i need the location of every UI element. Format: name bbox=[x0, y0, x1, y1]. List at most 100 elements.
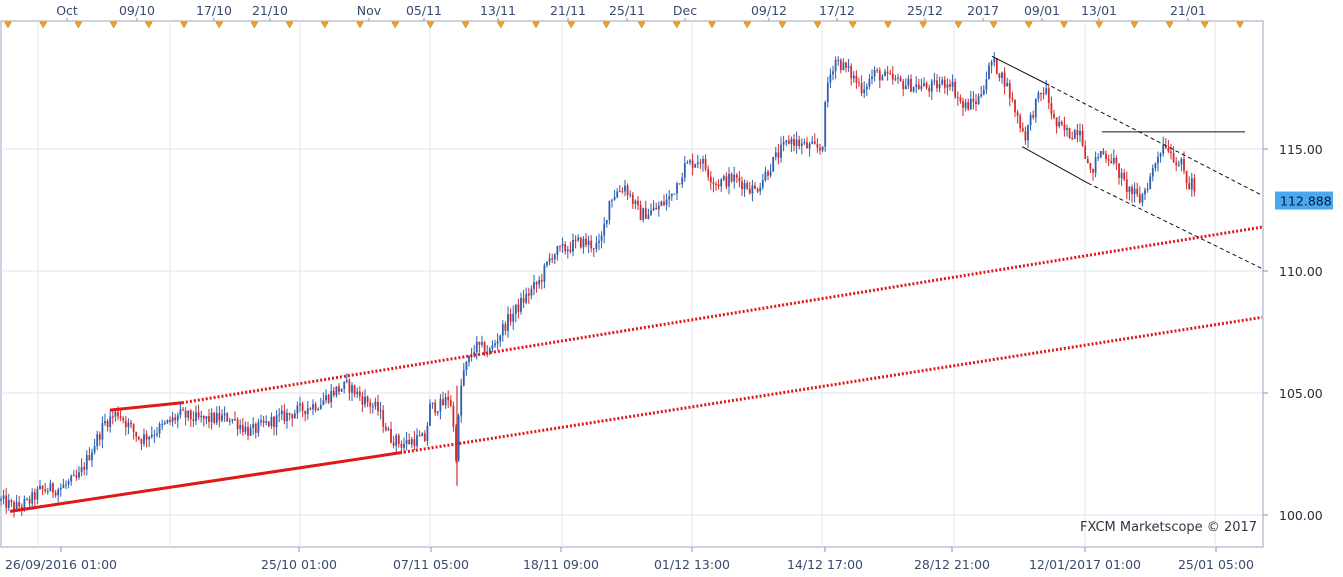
candle-body bbox=[483, 342, 486, 355]
candle-body bbox=[314, 404, 317, 411]
candle-body bbox=[899, 77, 902, 81]
candle bbox=[475, 336, 478, 360]
candle-body bbox=[1094, 157, 1097, 173]
candle bbox=[525, 287, 528, 305]
candle-body bbox=[902, 80, 905, 90]
candle-body bbox=[241, 424, 244, 432]
candle-body bbox=[626, 185, 629, 196]
candle bbox=[904, 78, 907, 90]
event-marker-icon bbox=[1024, 21, 1033, 29]
candle bbox=[80, 458, 83, 477]
candle-body bbox=[933, 80, 936, 82]
candle-body bbox=[540, 279, 543, 282]
candle-body bbox=[351, 385, 353, 393]
candle-body bbox=[538, 279, 541, 285]
candle bbox=[353, 384, 356, 398]
candle bbox=[98, 431, 101, 446]
candle bbox=[223, 406, 226, 422]
candle-body bbox=[746, 183, 749, 189]
candle-body bbox=[878, 70, 881, 81]
candle-body bbox=[808, 143, 811, 149]
candle bbox=[421, 432, 424, 437]
bottom-axis-label: 18/11 09:00 bbox=[523, 557, 599, 572]
candle-body bbox=[286, 412, 288, 422]
candle bbox=[496, 333, 499, 350]
candle-body bbox=[689, 160, 691, 163]
candle-body bbox=[990, 61, 993, 66]
top-axis-label: Nov bbox=[357, 3, 382, 18]
candle-body bbox=[936, 80, 938, 89]
candle-body bbox=[1170, 151, 1172, 154]
candle bbox=[1014, 99, 1016, 117]
candle bbox=[972, 91, 975, 110]
candle bbox=[590, 235, 593, 253]
candle-body bbox=[605, 219, 608, 224]
candle bbox=[88, 447, 91, 461]
black-trendline-3 bbox=[1087, 182, 1263, 270]
candle-body bbox=[496, 341, 499, 344]
event-marker-icon bbox=[743, 21, 752, 29]
candle-body bbox=[912, 87, 915, 92]
candle-body bbox=[247, 426, 249, 436]
candle-body bbox=[1045, 88, 1048, 94]
candle bbox=[1149, 172, 1152, 190]
candle-body bbox=[1157, 156, 1159, 164]
event-marker-icon bbox=[1200, 21, 1209, 29]
candle bbox=[343, 381, 346, 394]
candle-body bbox=[585, 238, 587, 245]
candle-body bbox=[213, 412, 216, 423]
candle bbox=[699, 158, 702, 169]
candle-body bbox=[582, 238, 585, 248]
candle-body bbox=[62, 484, 65, 489]
event-marker-icon bbox=[637, 21, 646, 29]
candle bbox=[26, 497, 28, 501]
candle-body bbox=[36, 488, 39, 500]
candle bbox=[1019, 113, 1022, 133]
candle bbox=[1180, 157, 1183, 172]
top-axis-label: 21/11 bbox=[550, 3, 586, 18]
candle-body bbox=[756, 188, 759, 192]
candle bbox=[1055, 117, 1058, 134]
candle-body bbox=[1066, 127, 1068, 131]
candle-body bbox=[319, 405, 322, 409]
candle bbox=[938, 76, 941, 93]
candle-body bbox=[231, 419, 234, 421]
candle bbox=[1089, 162, 1092, 173]
candle-body bbox=[759, 187, 762, 192]
candle-body bbox=[70, 475, 73, 482]
candle-body bbox=[751, 185, 754, 194]
candle bbox=[1050, 96, 1053, 120]
candle bbox=[226, 412, 229, 423]
candle-body bbox=[353, 385, 356, 395]
event-marker-icon bbox=[848, 21, 857, 29]
candle-body bbox=[1055, 117, 1058, 127]
candle-body bbox=[767, 171, 769, 176]
candle-body bbox=[733, 174, 736, 182]
candle bbox=[808, 141, 811, 157]
candle-body bbox=[715, 183, 717, 185]
candle-body bbox=[439, 399, 442, 412]
candle-body bbox=[78, 472, 80, 478]
candle-body bbox=[507, 314, 509, 331]
candle bbox=[299, 396, 301, 413]
candle bbox=[439, 394, 442, 420]
bottom-axis-label: 28/12 21:00 bbox=[914, 557, 990, 572]
candle bbox=[249, 424, 252, 437]
candle bbox=[137, 435, 140, 441]
candle bbox=[847, 58, 850, 72]
candle-body bbox=[364, 396, 366, 405]
candle-body bbox=[442, 399, 444, 406]
candle-body bbox=[1131, 186, 1133, 195]
price-axis: 100.00 105.00 110.00 115.00 bbox=[1262, 21, 1323, 547]
candle bbox=[78, 466, 80, 480]
candle-body bbox=[787, 140, 790, 144]
candle-body bbox=[429, 403, 431, 426]
candle bbox=[665, 193, 668, 211]
candle-body bbox=[408, 439, 411, 444]
candle bbox=[527, 287, 530, 304]
candle bbox=[1076, 123, 1079, 143]
candle bbox=[850, 63, 853, 86]
candle bbox=[145, 430, 148, 448]
candle-body bbox=[153, 434, 156, 436]
top-axis-label: Oct bbox=[56, 3, 78, 18]
